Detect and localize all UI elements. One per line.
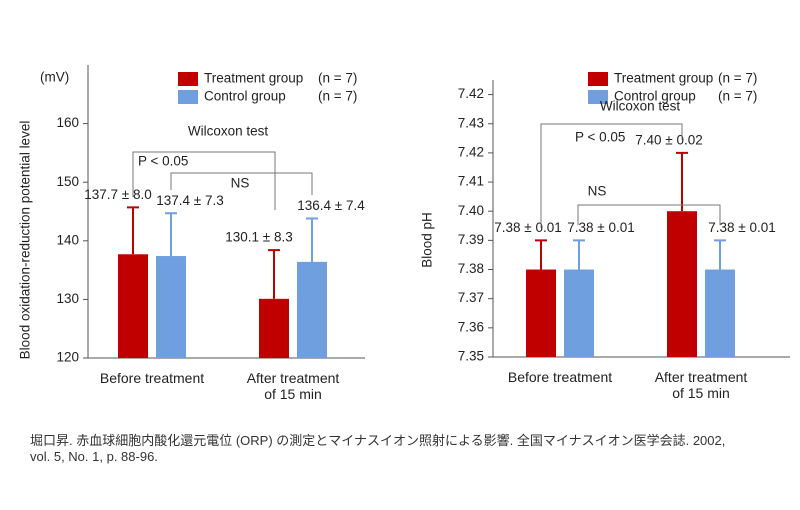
significance-label: P < 0.05: [575, 130, 625, 145]
legend-label: Treatment group: [614, 71, 713, 86]
x-tick-label: After treatment of 15 min: [246, 370, 340, 402]
value-label: 130.1 ± 8.3: [225, 230, 292, 245]
value-label: 7.38 ± 0.01: [494, 220, 561, 235]
x-tick-label: Before treatment: [99, 370, 205, 386]
legend-swatch: [588, 72, 608, 86]
legend-n: (n = 7): [718, 89, 757, 104]
error-bar: [165, 212, 177, 257]
legend-n: (n = 7): [318, 89, 357, 104]
y-tick-label: 7.39: [458, 232, 484, 247]
error-bar: [714, 239, 726, 270]
legend-label: Treatment group: [204, 71, 303, 86]
value-label: 7.38 ± 0.01: [708, 220, 775, 235]
y-tick-label: 7.36: [458, 319, 484, 334]
y-tick-label: 7.42: [458, 86, 484, 101]
caption: vol. 5, No. 1, p. 88-96.: [30, 449, 158, 464]
bar: [156, 256, 186, 358]
error-bar: [573, 239, 585, 270]
legend-swatch: [178, 72, 198, 86]
value-label: 137.4 ± 7.3: [156, 193, 223, 208]
legend-n: (n = 7): [318, 71, 357, 86]
legend-n: (n = 7): [718, 71, 757, 86]
bracket: [132, 151, 276, 210]
error-bar: [676, 151, 688, 212]
bar: [118, 254, 148, 358]
caption: 堀口昇. 赤血球細胞内酸化還元電位 (ORP) の測定とマイナスイオン照射による…: [30, 433, 726, 448]
test-label: Wilcoxon test: [600, 99, 681, 114]
bar: [705, 269, 735, 357]
value-label: 7.38 ± 0.01: [567, 220, 634, 235]
x-tick-label: Before treatment: [507, 369, 613, 385]
error-bar: [127, 206, 139, 255]
legend-swatch: [178, 90, 198, 104]
legend-label: Control group: [204, 89, 286, 104]
y-axis-label: Blood oxidation-reduction potential leve…: [18, 121, 33, 360]
bracket: [170, 172, 313, 195]
legend-label: Control group: [614, 89, 696, 104]
error-bar: [268, 249, 280, 299]
value-label: 137.7 ± 8.0: [84, 187, 151, 202]
bar: [564, 269, 594, 357]
bracket: [540, 123, 683, 228]
y-tick-label: 7.37: [458, 290, 484, 305]
y-tick-label: 7.40: [458, 203, 484, 218]
bar: [667, 211, 697, 357]
y-unit: (mV): [40, 70, 69, 85]
value-label: 7.40 ± 0.02: [635, 132, 702, 147]
test-label: Wilcoxon test: [188, 124, 269, 139]
y-tick-label: 7.43: [458, 115, 484, 130]
y-tick-label: 140: [56, 232, 79, 247]
y-tick-label: 7.38: [458, 261, 484, 276]
y-tick-label: 7.42: [458, 144, 484, 159]
significance-label: P < 0.05: [138, 154, 188, 169]
y-axis-label: Blood pH: [420, 212, 435, 268]
ns-label: NS: [588, 184, 607, 199]
legend-swatch: [588, 90, 608, 104]
y-tick-label: 7.35: [458, 349, 484, 364]
error-bar: [535, 239, 547, 270]
value-label: 136.4 ± 7.4: [297, 198, 365, 213]
y-tick-label: 7.41: [458, 174, 484, 189]
ns-label: NS: [231, 176, 250, 191]
y-tick-label: 130: [56, 291, 79, 306]
bar: [259, 298, 289, 358]
y-tick-label: 160: [56, 115, 79, 130]
bar: [526, 269, 556, 357]
bracket: [577, 204, 721, 225]
x-tick-label: After treatment of 15 min: [654, 369, 748, 401]
y-tick-label: 120: [56, 350, 79, 365]
bar: [297, 261, 327, 358]
error-bar: [306, 217, 318, 262]
y-tick-label: 150: [56, 174, 79, 189]
